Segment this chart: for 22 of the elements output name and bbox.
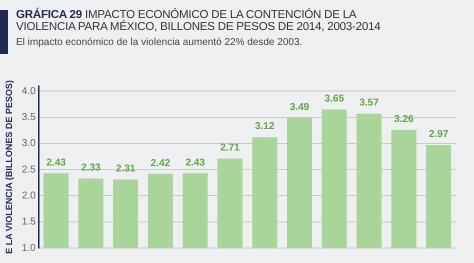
y-tick-label: 4.0 bbox=[22, 86, 36, 97]
data-label: 2.43 bbox=[46, 157, 66, 168]
y-tick-label: 3.0 bbox=[22, 138, 36, 150]
data-label: 2.33 bbox=[81, 162, 102, 174]
y-tick-label: 1.0 bbox=[22, 242, 36, 254]
y-tick-label: 3.5 bbox=[22, 112, 36, 124]
data-label: 2.42 bbox=[150, 158, 171, 169]
chart-subtitle: El impacto económico de la violencia aumentó 22% desde 2003. bbox=[16, 37, 302, 48]
data-label: 3.26 bbox=[394, 114, 414, 125]
chart-title: GRÁFICA 29 IMPACTO ECONÓMICO DE LA CONTENCIÓN DE LA VIOLENCIA PARA MÉXICO, BILLONES DE PESOS DE 2014, 2003-2014 bbox=[16, 9, 382, 33]
data-label: 2.43 bbox=[185, 157, 206, 168]
data-label: 3.12 bbox=[255, 121, 275, 132]
data-label: 2.71 bbox=[220, 142, 240, 154]
y-tick-label: 2.5 bbox=[22, 164, 36, 176]
data-label: 3.49 bbox=[290, 102, 310, 113]
y-tick-label: 2.0 bbox=[22, 190, 36, 202]
data-label: 2.31 bbox=[116, 164, 136, 175]
data-label: 3.65 bbox=[324, 94, 344, 105]
y-tick-label: 1.5 bbox=[22, 216, 36, 228]
data-label: 2.97 bbox=[428, 129, 449, 140]
y-axis-title: E LA VIOLENCIA (BILLONES DE PESOS) bbox=[4, 80, 14, 254]
data-label: 3.57 bbox=[359, 98, 380, 109]
